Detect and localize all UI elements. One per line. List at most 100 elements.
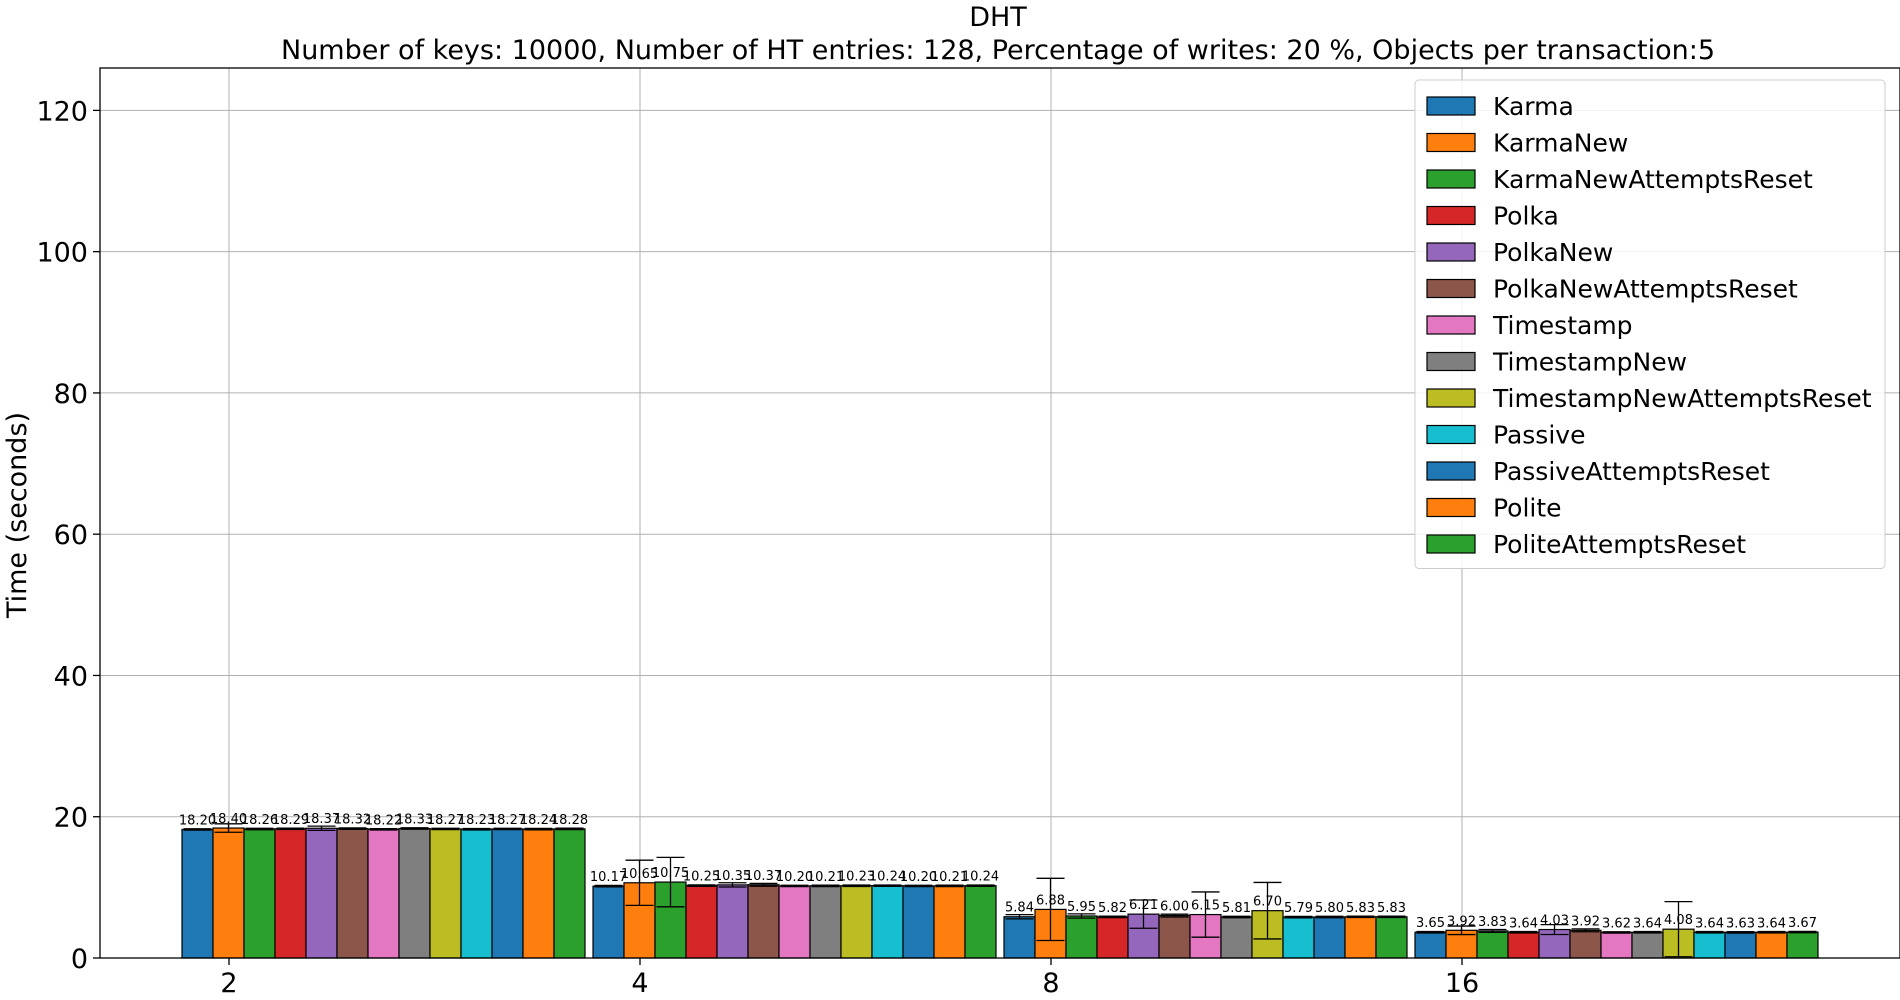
data-label: 10.35 bbox=[714, 869, 751, 884]
bar bbox=[592, 885, 625, 959]
y-tick-label: 20 bbox=[54, 803, 88, 834]
error-bars bbox=[183, 823, 1817, 958]
data-label: 18.24 bbox=[520, 813, 557, 828]
data-label: 4.08 bbox=[1664, 913, 1693, 928]
data-label: 10.21 bbox=[931, 870, 968, 885]
bar bbox=[1282, 916, 1315, 959]
legend-swatch bbox=[1426, 96, 1476, 116]
bar bbox=[1158, 915, 1191, 959]
bar bbox=[1375, 916, 1408, 959]
data-label: 3.92 bbox=[1447, 914, 1476, 929]
legend-label: Polite bbox=[1493, 494, 1562, 523]
bar bbox=[1096, 916, 1129, 959]
bar bbox=[1569, 929, 1602, 959]
data-label: 10.23 bbox=[838, 870, 875, 885]
legend-swatch bbox=[1426, 205, 1476, 226]
bar bbox=[1313, 916, 1346, 959]
y-tick-label: 100 bbox=[36, 238, 88, 269]
legend-swatch bbox=[1426, 497, 1476, 518]
x-tick-label: 4 bbox=[631, 968, 648, 999]
data-label: 5.84 bbox=[1005, 901, 1034, 916]
bar bbox=[553, 828, 586, 959]
bar bbox=[933, 885, 966, 959]
x-axis-ticks: 2 4 8 16 bbox=[220, 958, 1479, 999]
legend-label: Polka bbox=[1493, 202, 1559, 231]
bar bbox=[398, 827, 431, 959]
bar bbox=[809, 885, 842, 959]
bar bbox=[902, 885, 935, 959]
data-label: 18.32 bbox=[334, 813, 371, 828]
data-label: 18.27 bbox=[489, 813, 526, 828]
data-label: 18.29 bbox=[272, 813, 309, 828]
bar bbox=[1600, 931, 1633, 959]
y-tick-label: 60 bbox=[54, 520, 88, 551]
bar bbox=[1476, 930, 1509, 959]
data-label: 6.21 bbox=[1129, 898, 1158, 913]
data-label: 5.83 bbox=[1346, 901, 1375, 916]
data-label: 3.65 bbox=[1416, 916, 1445, 931]
legend-swatch bbox=[1426, 424, 1476, 445]
legend-label: Passive bbox=[1493, 421, 1585, 450]
data-label: 3.64 bbox=[1695, 916, 1724, 931]
data-label: 5.95 bbox=[1067, 900, 1096, 915]
legend-swatch bbox=[1426, 388, 1476, 408]
bar bbox=[181, 828, 214, 959]
data-label: 10.37 bbox=[745, 869, 782, 884]
bar bbox=[1003, 916, 1036, 959]
legend-label: PassiveAttemptsReset bbox=[1493, 457, 1770, 486]
bar bbox=[1065, 915, 1098, 959]
bar bbox=[367, 828, 400, 959]
chart-subtitle: Number of keys: 10000, Number of HT entr… bbox=[281, 35, 1715, 66]
data-label: 6.88 bbox=[1036, 893, 1065, 908]
legend-swatch bbox=[1426, 278, 1476, 299]
data-label: 10.24 bbox=[962, 870, 999, 885]
bars bbox=[181, 827, 1819, 959]
data-label: 18.26 bbox=[241, 813, 278, 828]
bar bbox=[964, 885, 997, 959]
data-label: 18.33 bbox=[396, 813, 433, 828]
legend-label: KarmaNew bbox=[1493, 129, 1628, 158]
bar bbox=[1414, 931, 1447, 959]
data-label: 5.81 bbox=[1222, 901, 1251, 916]
bar bbox=[840, 885, 873, 959]
data-label: 5.82 bbox=[1098, 901, 1127, 916]
legend-label: Karma bbox=[1493, 92, 1574, 121]
data-labels: 18.20 10.17 5.84 3.65 18.40 10.65 6.88 3.92 18.2… bbox=[179, 812, 1817, 931]
legend-swatch bbox=[1426, 315, 1476, 335]
data-label: 10.20 bbox=[776, 870, 813, 885]
bar bbox=[429, 828, 462, 959]
legend-label: PolkaNewAttemptsReset bbox=[1493, 275, 1798, 304]
data-label: 18.28 bbox=[551, 813, 588, 828]
bar bbox=[1786, 931, 1819, 959]
bar bbox=[716, 884, 749, 959]
bar bbox=[212, 827, 245, 959]
data-label: 18.20 bbox=[179, 813, 216, 828]
data-label: 10.24 bbox=[869, 870, 906, 885]
data-label: 3.64 bbox=[1757, 916, 1786, 931]
legend-swatch bbox=[1426, 132, 1476, 153]
legend-label: PoliteAttemptsReset bbox=[1493, 530, 1746, 559]
plot-frame bbox=[99, 67, 1900, 959]
bar bbox=[1755, 931, 1788, 959]
data-label: 10.25 bbox=[683, 870, 720, 885]
legend-label: KarmaNewAttemptsReset bbox=[1493, 165, 1813, 194]
data-label: 18.22 bbox=[365, 813, 402, 828]
data-label: 3.64 bbox=[1633, 916, 1662, 931]
bar bbox=[747, 884, 780, 959]
bar bbox=[1724, 931, 1757, 959]
data-label: 6.15 bbox=[1191, 899, 1220, 914]
bar bbox=[1344, 916, 1377, 959]
bar bbox=[1220, 916, 1253, 959]
data-label: 5.80 bbox=[1315, 901, 1344, 916]
data-label: 10.75 bbox=[652, 866, 689, 881]
data-label: 10.21 bbox=[807, 870, 844, 885]
data-label: 6.70 bbox=[1253, 895, 1282, 910]
legend-swatch bbox=[1426, 534, 1476, 554]
bar bbox=[460, 828, 493, 959]
data-label: 5.83 bbox=[1377, 901, 1406, 916]
legend-label: TimestampNew bbox=[1492, 348, 1687, 377]
bar bbox=[522, 828, 555, 959]
chart-title: DHT bbox=[969, 2, 1027, 33]
bar bbox=[778, 885, 811, 959]
